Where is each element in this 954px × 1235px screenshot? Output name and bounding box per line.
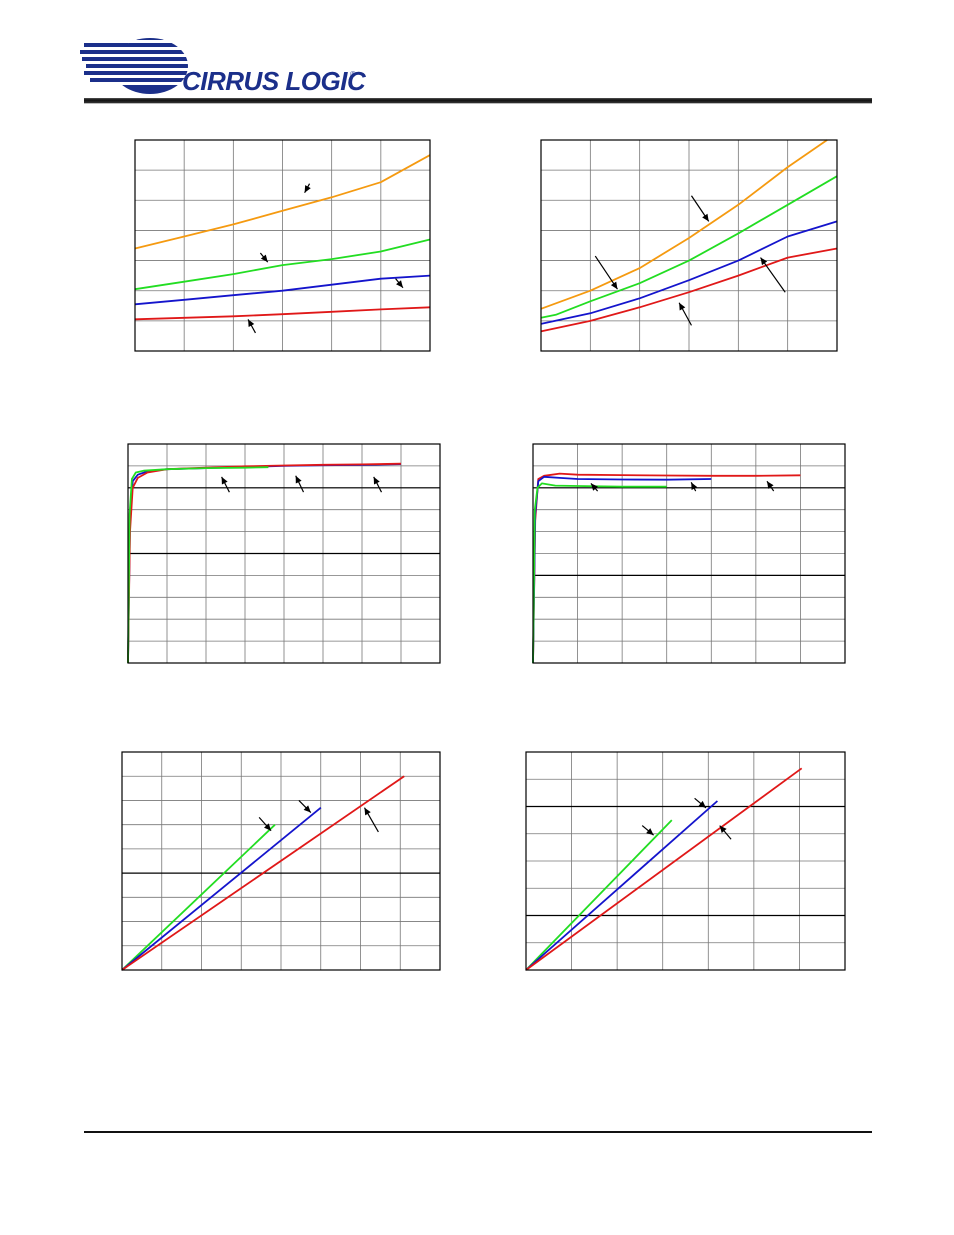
annotation-arrow <box>258 816 272 832</box>
grid <box>541 140 837 351</box>
annotation-arrow <box>641 825 654 836</box>
grid <box>533 444 845 663</box>
series-line-green <box>532 482 667 664</box>
series-line-green <box>525 819 673 971</box>
annotation-arrow <box>594 255 618 290</box>
plot-frame <box>532 443 846 664</box>
series-line-orange <box>540 139 828 310</box>
header-rule <box>84 98 872 103</box>
plot-frame <box>134 139 431 352</box>
annotation-arrow <box>373 476 383 493</box>
plot-frame <box>121 751 441 971</box>
grid <box>526 752 845 970</box>
annotation-arrow <box>259 252 269 263</box>
annotation-arrow <box>247 319 256 334</box>
annotation-arrow <box>690 195 710 222</box>
logo-globe-icon <box>80 38 200 94</box>
series-line-red <box>127 462 402 664</box>
annotation-arrow <box>690 482 698 492</box>
cirrus-logic-logo <box>80 38 200 94</box>
plot-frame <box>540 139 838 352</box>
series-line-orange <box>134 154 431 250</box>
grid <box>135 140 430 351</box>
series-line-green <box>134 238 431 291</box>
series-line-blue <box>127 463 402 664</box>
series-line-green <box>121 824 276 971</box>
annotation-arrow <box>295 475 305 493</box>
annotation-arrow <box>395 278 404 289</box>
plot-frame <box>525 751 846 971</box>
series-line-green <box>540 175 838 319</box>
chart-top-right <box>540 139 838 352</box>
series-line-red <box>525 767 803 971</box>
annotation-arrow <box>298 800 312 813</box>
series-line-blue <box>134 274 431 306</box>
annotation-arrow <box>363 807 379 833</box>
annotation-arrow <box>590 483 599 492</box>
annotation-arrow <box>760 257 786 293</box>
series-line-blue <box>525 800 718 971</box>
series-line-blue <box>121 807 322 971</box>
series-line-red <box>134 306 431 321</box>
grid <box>128 444 440 663</box>
chart-middle-left <box>127 443 441 664</box>
series-line-red <box>540 247 838 333</box>
grid <box>122 752 440 970</box>
logo-wordmark: CIRRUS LOGIC <box>182 66 366 96</box>
series-line-blue <box>540 220 838 325</box>
chart-bottom-left <box>121 751 441 971</box>
series-line-red <box>121 775 405 971</box>
annotation-arrow <box>719 825 732 840</box>
annotation-arrow <box>304 183 311 194</box>
chart-bottom-right <box>525 751 846 971</box>
annotation-arrow <box>221 476 230 493</box>
annotation-arrow <box>678 302 692 326</box>
annotation-arrow <box>694 797 707 809</box>
annotation-arrow <box>766 480 775 492</box>
logo-registered-mark: ® <box>350 70 356 79</box>
series-line-green <box>127 466 269 664</box>
footer-rule <box>84 1131 872 1133</box>
plot-frame <box>127 443 441 664</box>
header-rule-shadow <box>84 103 872 104</box>
chart-top-left <box>134 139 431 352</box>
chart-middle-right <box>532 443 846 664</box>
